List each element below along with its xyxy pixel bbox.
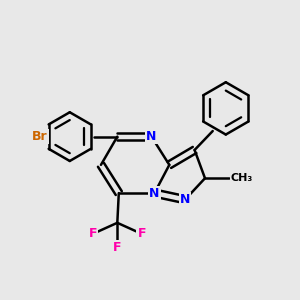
Text: N: N [146, 130, 157, 143]
Text: CH₃: CH₃ [230, 173, 253, 183]
Text: N: N [149, 187, 160, 200]
Text: F: F [137, 227, 146, 240]
Text: F: F [113, 241, 122, 254]
Text: Br: Br [32, 130, 48, 143]
Text: N: N [180, 193, 190, 206]
Text: F: F [89, 227, 97, 240]
